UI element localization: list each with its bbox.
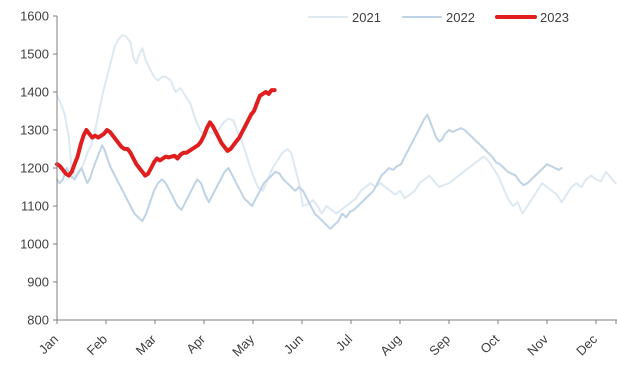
y-tick-label: 1600 bbox=[20, 9, 49, 24]
y-tick-label: 800 bbox=[27, 313, 49, 328]
y-tick-label: 900 bbox=[27, 275, 49, 290]
x-tick-label: Feb bbox=[84, 332, 110, 358]
legend-label-2022: 2022 bbox=[446, 10, 475, 25]
x-tick-label: Nov bbox=[524, 331, 551, 358]
x-tick-label: May bbox=[229, 331, 257, 359]
x-tick-label: Dec bbox=[573, 331, 600, 358]
legend-label-2021: 2021 bbox=[352, 10, 381, 25]
series-line-2022 bbox=[56, 113, 563, 230]
y-tick-label: 1400 bbox=[20, 85, 49, 100]
x-tick-label: Mar bbox=[133, 331, 160, 358]
series-layer bbox=[55, 34, 617, 230]
y-tick-label: 1300 bbox=[20, 123, 49, 138]
x-tick-label: Jun bbox=[281, 332, 306, 357]
legend: 2021 2022 2023 bbox=[308, 10, 569, 25]
y-tick-label: 1200 bbox=[20, 161, 49, 176]
x-tick-label: Oct bbox=[477, 331, 502, 356]
legend-label-2023: 2023 bbox=[540, 10, 569, 25]
y-tick-label: 1100 bbox=[21, 199, 49, 214]
series-line-2023 bbox=[55, 88, 277, 178]
y-tick-label: 1500 bbox=[20, 47, 49, 62]
x-tick-label: Jan bbox=[36, 332, 61, 357]
x-tick-label: Apr bbox=[183, 331, 208, 356]
x-tick-label: Sep bbox=[426, 332, 453, 359]
y-tick-label: 1000 bbox=[20, 237, 49, 252]
series-line-2021 bbox=[56, 34, 617, 215]
x-tick-label: Jul bbox=[333, 331, 355, 353]
x-tick-label: Aug bbox=[377, 332, 404, 359]
